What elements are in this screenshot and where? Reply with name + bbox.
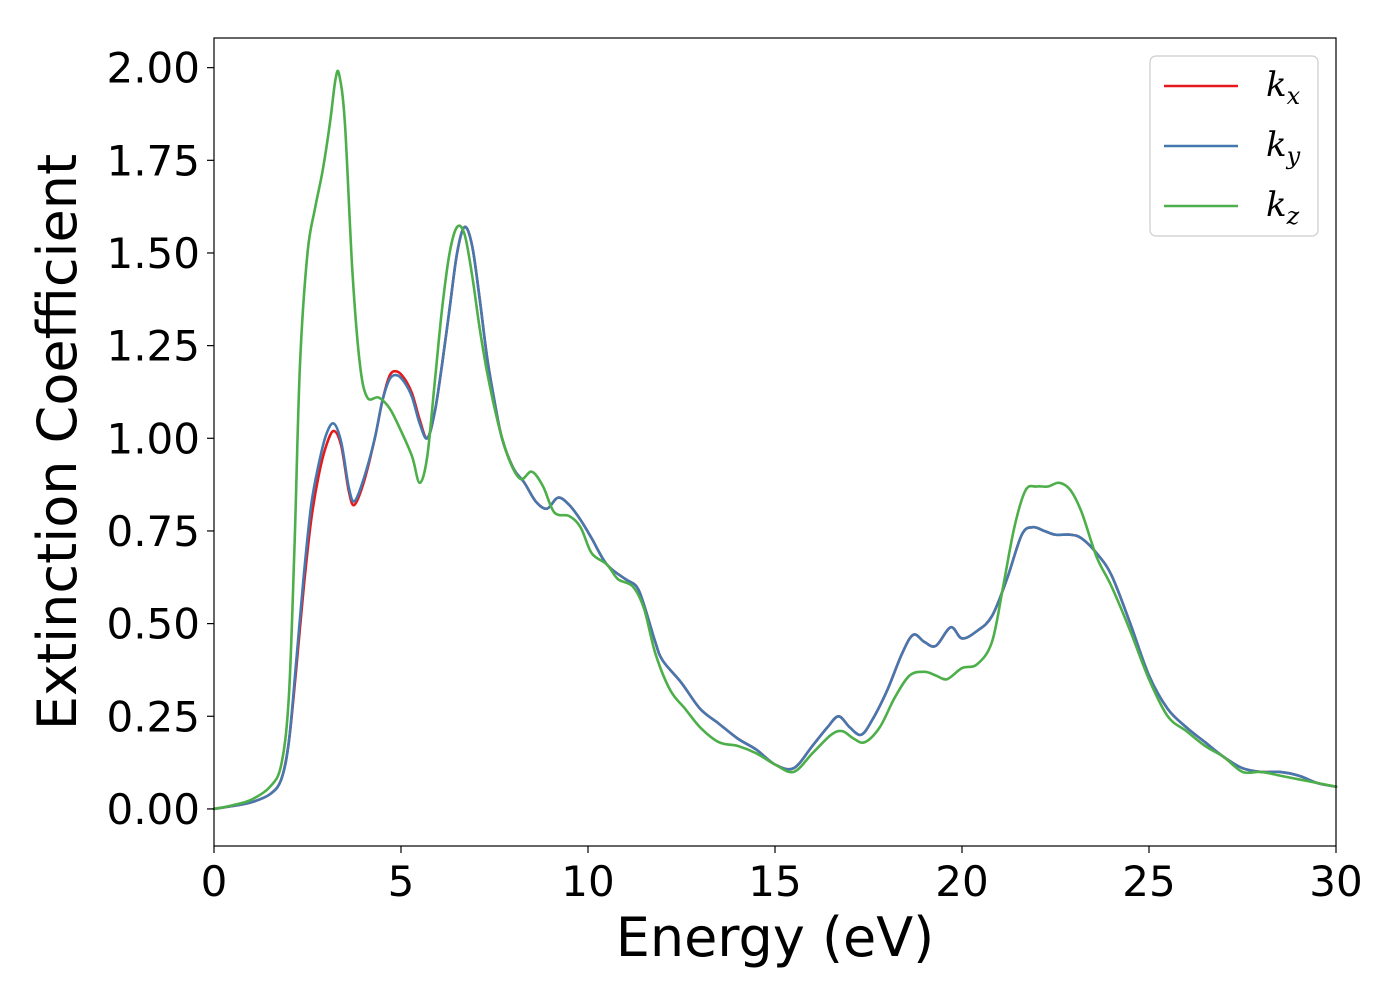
- x-tick-label: 0: [201, 857, 228, 906]
- legend-label-kx: kx: [1266, 65, 1301, 110]
- y-tick-label: 0.50: [106, 600, 200, 649]
- series-line-kz: [212, 69, 1338, 811]
- x-tick-label: 15: [748, 857, 801, 906]
- y-axis: 0.00 0.25 0.50 0.75 1.00 1.25 1.50 1.75 2.00: [106, 44, 214, 834]
- y-tick-label: 1.25: [106, 322, 200, 371]
- legend-label-ky: ky: [1266, 125, 1301, 170]
- x-tick-label: 20: [935, 857, 988, 906]
- y-tick-label: 1.50: [106, 229, 200, 278]
- series-line-ky: [212, 225, 1338, 811]
- y-tick-label: 2.00: [106, 44, 200, 93]
- y-axis-title: Extinction Coefficient: [26, 154, 89, 730]
- series-layer: [212, 69, 1338, 811]
- y-tick-label: 0.75: [106, 507, 200, 556]
- legend: kx ky kz: [1149, 55, 1319, 237]
- x-axis: 0 5 10 15 20 25 30: [201, 846, 1363, 906]
- y-tick-label: 1.75: [106, 136, 200, 185]
- y-tick-label: 0.00: [106, 785, 200, 834]
- series-line-kx: [212, 225, 1338, 811]
- x-tick-label: 30: [1309, 857, 1362, 906]
- x-axis-title: Energy (eV): [616, 906, 935, 969]
- x-tick-label: 5: [388, 857, 415, 906]
- legend-label-kz: kz: [1266, 185, 1300, 230]
- x-tick-label: 10: [561, 857, 614, 906]
- y-tick-label: 1.00: [106, 414, 200, 463]
- x-tick-label: 25: [1122, 857, 1175, 906]
- y-tick-label: 0.25: [106, 692, 200, 741]
